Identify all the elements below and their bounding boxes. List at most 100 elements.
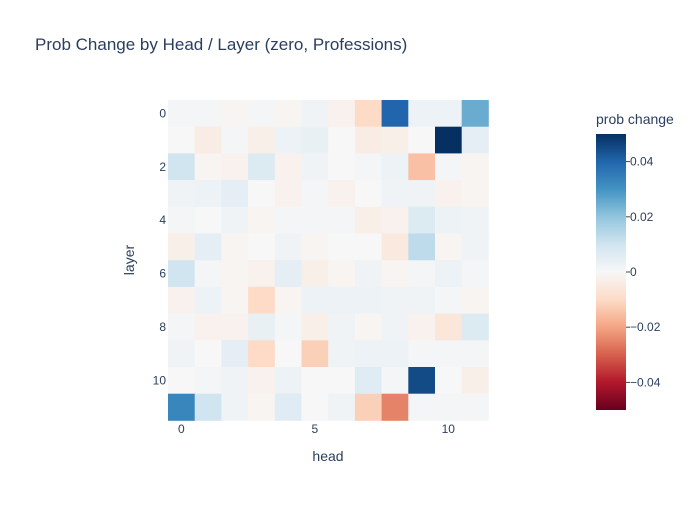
heatmap-cell <box>274 313 302 341</box>
heatmap-cell <box>274 100 302 128</box>
heatmap-cell <box>461 313 489 341</box>
chart-title: Prob Change by Head / Layer (zero, Profe… <box>35 35 407 54</box>
heatmap-cell <box>461 393 489 421</box>
x-axis-ticks: 0 5 10 <box>178 422 455 436</box>
heatmap-cell <box>408 126 436 154</box>
heatmap-cell <box>194 313 222 341</box>
y-tick-label: 4 <box>159 213 166 227</box>
heatmap-cell <box>248 126 276 154</box>
heatmap-cell <box>461 340 489 368</box>
heatmap-cell <box>381 367 409 395</box>
y-axis-title: layer <box>121 244 137 275</box>
heatmap-cell <box>354 126 382 154</box>
heatmap-cell <box>248 313 276 341</box>
y-tick-label: 2 <box>159 160 166 174</box>
heatmap-cell <box>328 367 356 395</box>
heatmap-cell <box>435 126 463 154</box>
colorbar-ticks: 0.04 0.02 0 −0.02 −0.04 <box>626 155 661 389</box>
heatmap-cell <box>168 153 196 181</box>
heatmap-cell <box>461 233 489 261</box>
heatmap-cell <box>354 233 382 261</box>
y-tick-label: 8 <box>159 320 166 334</box>
heatmap-cell <box>435 260 463 288</box>
heatmap-cell <box>168 260 196 288</box>
colorbar <box>596 134 626 410</box>
heatmap-cell <box>221 340 249 368</box>
x-axis-title: head <box>312 448 343 464</box>
heatmap-cell <box>354 367 382 395</box>
heatmap-cell <box>221 313 249 341</box>
heatmap-cell <box>248 393 276 421</box>
heatmap-cell <box>248 286 276 314</box>
colorbar-tick-label: 0.02 <box>630 210 654 224</box>
heatmap-cell <box>435 180 463 208</box>
heatmap-cell <box>435 206 463 234</box>
heatmap-cell <box>194 367 222 395</box>
heatmap-cell <box>435 313 463 341</box>
heatmap-cell <box>381 286 409 314</box>
colorbar-title: prob change <box>596 111 674 127</box>
heatmap-cell <box>248 180 276 208</box>
heatmap-cell <box>354 206 382 234</box>
heatmap-cell <box>301 100 329 128</box>
heatmap-cell <box>408 260 436 288</box>
heatmap-cell <box>461 153 489 181</box>
heatmap-cell <box>194 340 222 368</box>
heatmap-cell <box>354 393 382 421</box>
heatmap-cell <box>381 153 409 181</box>
heatmap-cell <box>381 340 409 368</box>
heatmap-cell <box>461 180 489 208</box>
heatmap-cell <box>221 126 249 154</box>
heatmap-cell <box>194 126 222 154</box>
heatmap-cell <box>408 367 436 395</box>
heatmap-cell <box>381 393 409 421</box>
heatmap-cell <box>248 260 276 288</box>
heatmap-cell <box>354 313 382 341</box>
heatmap-cell <box>274 260 302 288</box>
heatmap-cell <box>301 393 329 421</box>
heatmap-cell <box>301 153 329 181</box>
heatmap-cell <box>435 340 463 368</box>
heatmap-cell <box>194 180 222 208</box>
y-tick-label: 6 <box>159 267 166 281</box>
heatmap-cell <box>328 340 356 368</box>
heatmap-cell <box>168 367 196 395</box>
heatmap-cell <box>168 393 196 421</box>
heatmap-cell <box>461 260 489 288</box>
x-tick-label: 0 <box>178 422 185 436</box>
heatmap-cell <box>274 340 302 368</box>
heatmap-cell <box>221 260 249 288</box>
heatmap-cell <box>328 153 356 181</box>
heatmap-cell <box>274 180 302 208</box>
heatmap-cell <box>408 153 436 181</box>
heatmap-cell <box>221 153 249 181</box>
heatmap-cell <box>301 286 329 314</box>
heatmap-cell <box>381 260 409 288</box>
heatmap-cell <box>221 367 249 395</box>
heatmap-cell <box>248 367 276 395</box>
heatmap-cell <box>435 286 463 314</box>
heatmap-cell <box>168 126 196 154</box>
colorbar-tick-label: −0.02 <box>630 320 661 334</box>
heatmap-cell <box>328 393 356 421</box>
heatmap-cell <box>274 206 302 234</box>
heatmap-cell <box>194 286 222 314</box>
heatmap-cell <box>408 340 436 368</box>
heatmap-cell <box>194 393 222 421</box>
heatmap-cell <box>194 206 222 234</box>
heatmap-cell <box>274 233 302 261</box>
heatmap-cell <box>354 286 382 314</box>
heatmap-cell <box>408 206 436 234</box>
heatmap-cell <box>328 126 356 154</box>
heatmap-cell <box>435 100 463 128</box>
heatmap-cell <box>168 286 196 314</box>
y-tick-label: 10 <box>153 373 167 387</box>
heatmap-cell <box>328 260 356 288</box>
heatmap-cell <box>274 393 302 421</box>
heatmap-cell <box>381 233 409 261</box>
heatmap-cell <box>328 313 356 341</box>
heatmap-cell <box>381 206 409 234</box>
heatmap-cell <box>461 286 489 314</box>
heatmap-cell <box>168 100 196 128</box>
heatmap-cell <box>194 260 222 288</box>
